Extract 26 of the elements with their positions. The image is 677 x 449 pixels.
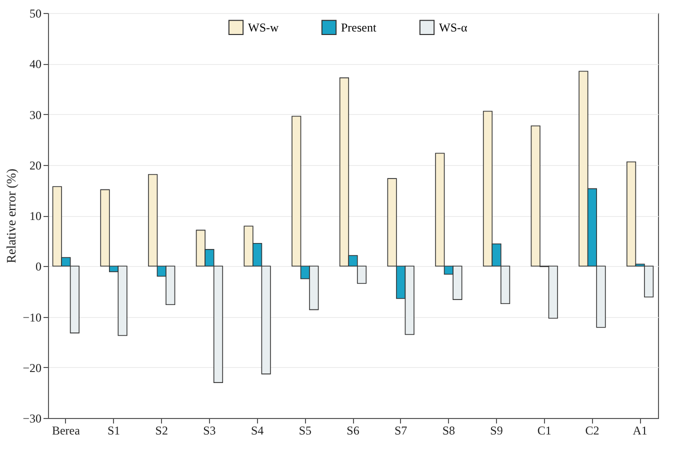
- x-tick-label: Berea: [52, 424, 81, 438]
- y-tick-label: 0: [36, 260, 42, 274]
- legend-label: WS-w: [248, 20, 279, 34]
- y-axis-title: Relative error (%): [4, 168, 19, 264]
- y-tick-label: 10: [30, 209, 42, 223]
- x-tick-label: S6: [346, 424, 360, 438]
- x-tick-label: S2: [155, 424, 168, 438]
- x-tick-label: C2: [585, 424, 600, 438]
- y-tick-label: −30: [22, 412, 42, 426]
- x-tick-label: S4: [250, 424, 264, 438]
- legend-label: WS-α: [439, 20, 468, 34]
- y-tick-label: −10: [22, 310, 42, 324]
- y-tick-label: 50: [30, 6, 42, 20]
- x-tick-label: C1: [537, 424, 552, 438]
- y-tick-label: 30: [30, 108, 42, 122]
- x-tick-label: S7: [394, 424, 408, 438]
- y-tick-label: 40: [30, 57, 42, 72]
- x-tick-label: S9: [490, 424, 503, 438]
- legend-label: Present: [341, 20, 377, 34]
- y-tick-label: 20: [30, 158, 42, 172]
- x-tick-label: S3: [203, 424, 216, 438]
- x-tick-label: S1: [107, 424, 120, 438]
- x-tick-label: S5: [298, 424, 312, 438]
- x-tick-label: A1: [632, 424, 648, 438]
- y-tick-label: −20: [22, 360, 42, 375]
- x-tick-label: S8: [442, 424, 456, 438]
